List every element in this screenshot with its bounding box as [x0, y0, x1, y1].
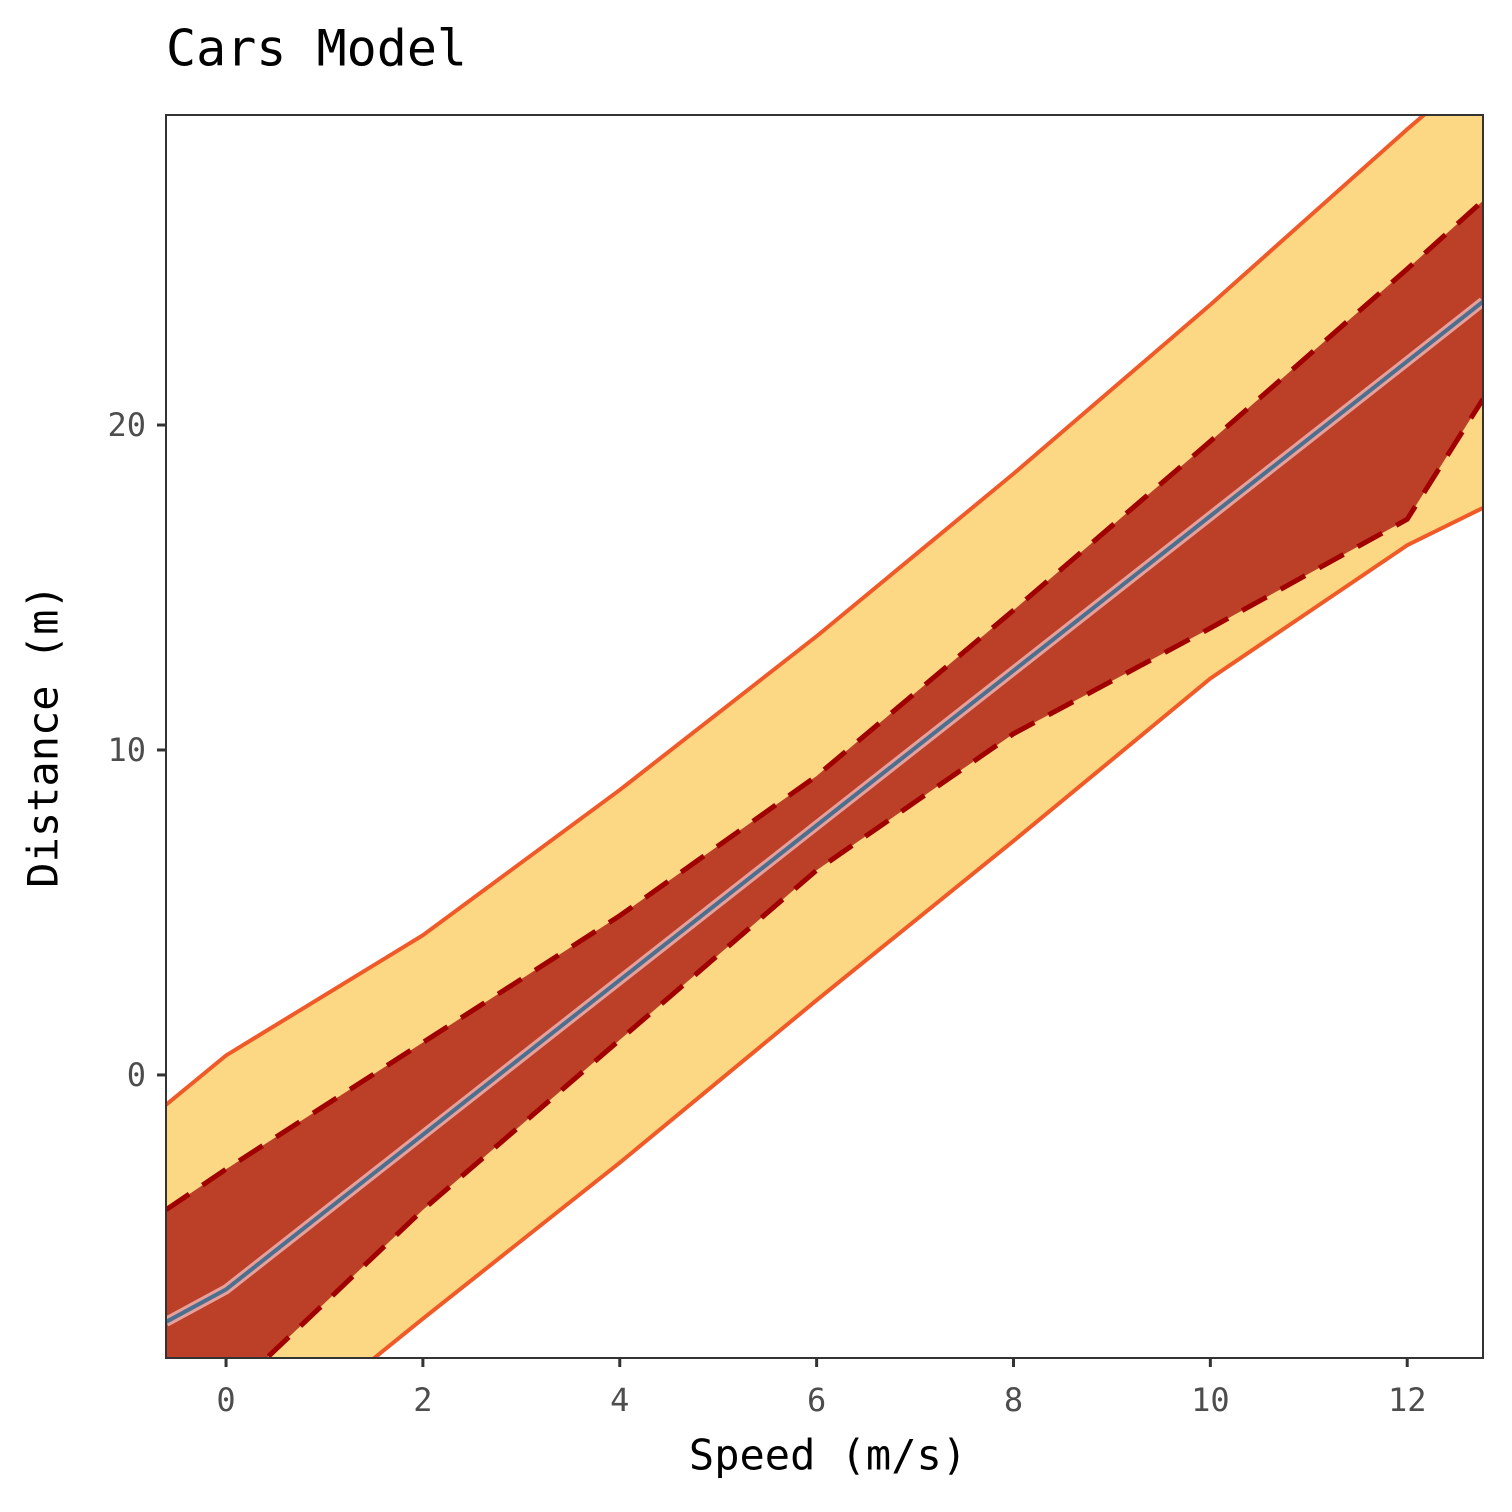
confidence-lower	[263, 397, 1483, 1358]
confidence-upper	[166, 198, 1483, 1212]
plot-area	[166, 115, 1483, 1358]
confidence-band	[166, 200, 1483, 1358]
y-axis-label: Distance (m)	[19, 584, 68, 887]
x-tick-label: 0	[216, 1381, 235, 1419]
prediction-lower	[371, 506, 1483, 1358]
fit-line	[166, 299, 1483, 1324]
x-tick-label: 12	[1388, 1381, 1427, 1419]
y-tick-label: 0	[127, 1056, 146, 1094]
x-tick-label: 10	[1191, 1381, 1230, 1419]
x-axis-label: Speed (m/s)	[689, 1431, 967, 1480]
prediction-upper	[166, 115, 1427, 1107]
plot-frame	[165, 114, 1484, 1359]
x-tick-label: 4	[610, 1381, 629, 1419]
y-tick-label: 10	[107, 731, 146, 769]
chart-title: Cars Model	[166, 20, 467, 78]
y-tick-label: 20	[107, 406, 146, 444]
x-tick-label: 2	[413, 1381, 432, 1419]
x-tick-label: 6	[807, 1381, 826, 1419]
x-tick-label: 8	[1004, 1381, 1023, 1419]
